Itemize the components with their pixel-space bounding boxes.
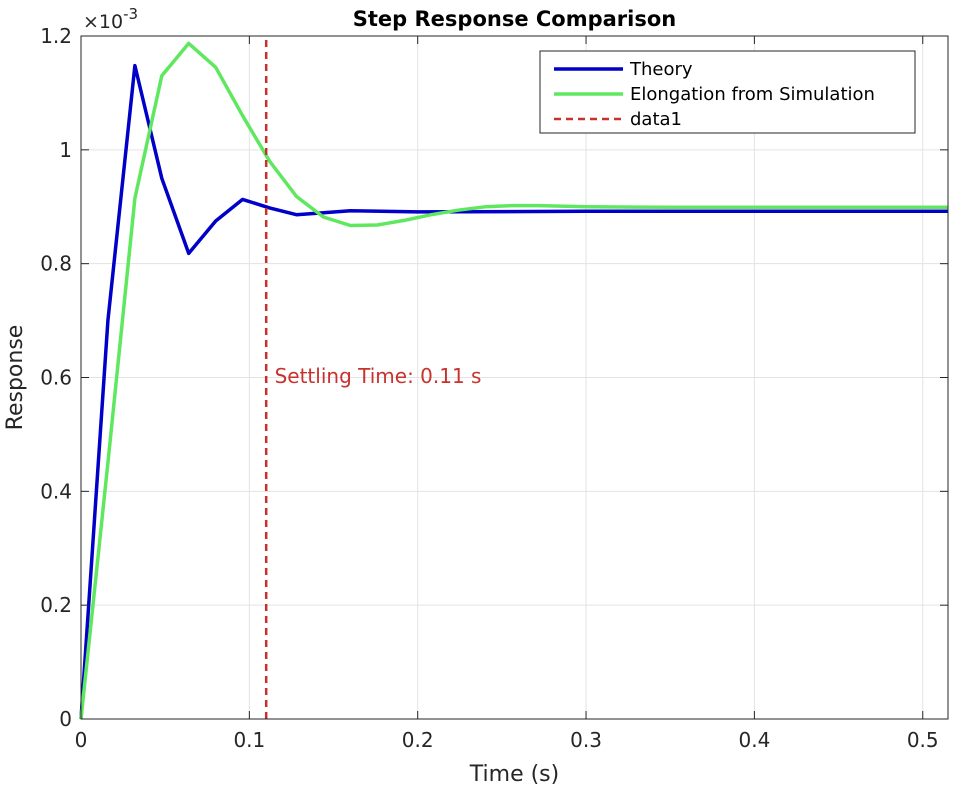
series-line-theory	[79, 63, 948, 720]
y-tick-label: 0.6	[40, 366, 72, 390]
x-tick-label: 0.3	[570, 728, 602, 752]
legend-entry-label: Theory	[629, 59, 693, 80]
y-axis-label: Response	[3, 325, 28, 431]
legend: Theory Elongation from Simulation data1	[539, 50, 916, 134]
series-lines	[79, 36, 948, 720]
y-tick-label: 0.4	[40, 479, 72, 503]
x-tick-label: 0.1	[233, 728, 265, 752]
settling-time-annotation: Settling Time: 0.11 s	[275, 364, 482, 388]
legend-entry-label: data1	[630, 109, 682, 130]
y-tick-label: 0	[59, 707, 72, 731]
y-axis-scale-exponent: -3	[123, 5, 138, 23]
legend-entry-label: Elongation from Simulation	[630, 84, 875, 105]
ticks: 0 0.1 0.2 0.3 0.4 0.5 0 0.2 0.4 0.6 0.8 1 1.2	[40, 24, 948, 752]
y-tick-label: 1.2	[40, 24, 72, 48]
y-axis-scale-base: ×10	[83, 11, 123, 33]
x-tick-label: 0.5	[907, 728, 939, 752]
y-tick-label: 0.8	[40, 252, 72, 276]
chart-title: Step Response Comparison	[353, 7, 676, 31]
x-tick-label: 0.2	[402, 728, 434, 752]
x-axis-label: Time (s)	[469, 762, 559, 787]
x-tick-label: 0.4	[738, 728, 770, 752]
series-line-elongation-from-simulation	[79, 41, 948, 720]
y-tick-label: 1	[59, 138, 72, 162]
grid	[81, 36, 948, 719]
x-tick-label: 0	[75, 728, 88, 752]
y-axis-scale-label: ×10-3	[83, 5, 138, 33]
y-tick-label: 0.2	[40, 593, 72, 617]
